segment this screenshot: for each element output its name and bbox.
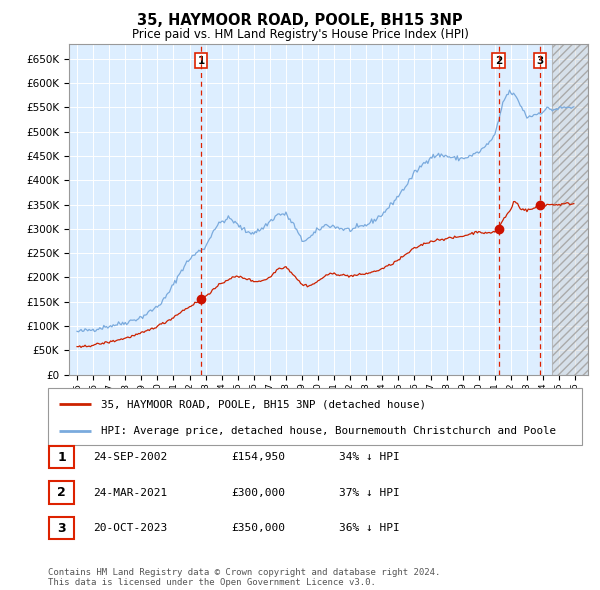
Text: 36% ↓ HPI: 36% ↓ HPI — [339, 523, 400, 533]
Text: 1: 1 — [57, 451, 66, 464]
Text: £154,950: £154,950 — [231, 453, 285, 462]
Text: 24-SEP-2002: 24-SEP-2002 — [93, 453, 167, 462]
Text: Price paid vs. HM Land Registry's House Price Index (HPI): Price paid vs. HM Land Registry's House … — [131, 28, 469, 41]
Text: 24-MAR-2021: 24-MAR-2021 — [93, 488, 167, 497]
FancyBboxPatch shape — [49, 517, 74, 539]
Text: 3: 3 — [57, 522, 66, 535]
Text: 20-OCT-2023: 20-OCT-2023 — [93, 523, 167, 533]
Text: HPI: Average price, detached house, Bournemouth Christchurch and Poole: HPI: Average price, detached house, Bour… — [101, 426, 556, 436]
Text: 37% ↓ HPI: 37% ↓ HPI — [339, 488, 400, 497]
Text: 35, HAYMOOR ROAD, POOLE, BH15 3NP: 35, HAYMOOR ROAD, POOLE, BH15 3NP — [137, 13, 463, 28]
Text: 2: 2 — [57, 486, 66, 499]
Text: 1: 1 — [197, 56, 205, 66]
Text: 2: 2 — [495, 56, 502, 66]
Text: £300,000: £300,000 — [231, 488, 285, 497]
FancyBboxPatch shape — [49, 446, 74, 468]
FancyBboxPatch shape — [48, 388, 582, 445]
FancyBboxPatch shape — [49, 481, 74, 504]
Text: 34% ↓ HPI: 34% ↓ HPI — [339, 453, 400, 462]
Text: 35, HAYMOOR ROAD, POOLE, BH15 3NP (detached house): 35, HAYMOOR ROAD, POOLE, BH15 3NP (detac… — [101, 399, 427, 409]
Text: Contains HM Land Registry data © Crown copyright and database right 2024.
This d: Contains HM Land Registry data © Crown c… — [48, 568, 440, 587]
Text: £350,000: £350,000 — [231, 523, 285, 533]
Text: 3: 3 — [536, 56, 544, 66]
